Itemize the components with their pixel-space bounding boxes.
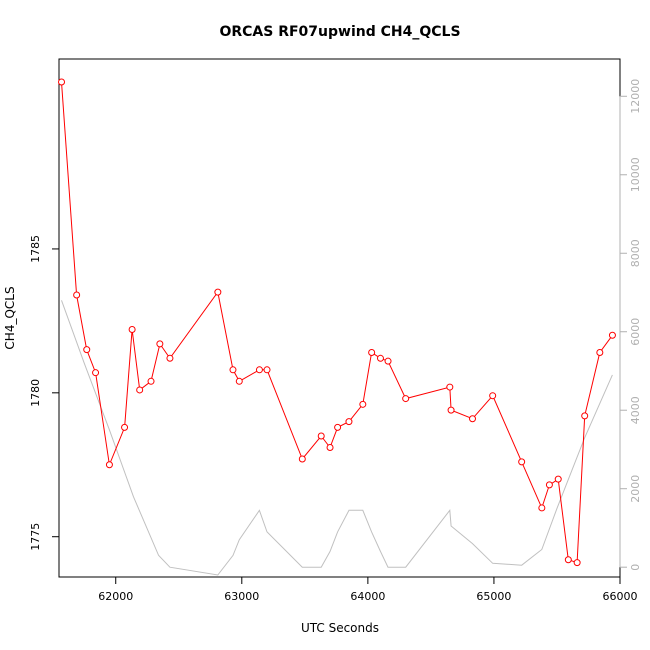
y2-tick-label: 4000 (629, 396, 642, 424)
data-point (317, 432, 325, 440)
data-point (345, 418, 353, 426)
y2-tick-label: 6000 (629, 318, 642, 346)
primary-series-line (61, 81, 613, 564)
x-tick-label: 64000 (350, 590, 385, 603)
data-point (518, 458, 526, 466)
series-layer (58, 78, 616, 576)
plot-frame (58, 58, 621, 578)
data-point (384, 357, 392, 365)
data-point (596, 349, 604, 357)
data-point (469, 415, 477, 423)
data-point (573, 559, 581, 567)
x-axis-label: UTC Seconds (301, 621, 379, 635)
y2-tick-label: 10000 (629, 157, 642, 192)
data-point (608, 331, 616, 339)
data-point (58, 78, 66, 86)
data-point (298, 455, 306, 463)
x-tick-label: 65000 (476, 590, 511, 603)
data-point (83, 346, 91, 354)
data-point (447, 406, 455, 414)
data-point (545, 481, 553, 489)
data-point (147, 377, 155, 385)
x-tick-label: 63000 (224, 590, 259, 603)
data-point (326, 444, 334, 451)
y-tick-label: 1785 (29, 235, 42, 263)
data-point (564, 556, 572, 564)
data-point (121, 423, 129, 431)
secondary-series-line (61, 300, 613, 576)
data-point (214, 288, 222, 296)
data-point (334, 423, 342, 431)
data-point (538, 504, 546, 512)
data-point (376, 354, 384, 362)
data-point (166, 354, 174, 362)
y2-tick-label: 0 (629, 564, 642, 571)
chart-title: ORCAS RF07upwind CH4_QCLS (219, 24, 460, 40)
data-point (359, 400, 367, 408)
y2-tick-label: 12000 (629, 79, 642, 114)
y2-tick-label: 2000 (629, 475, 642, 503)
y-tick-label: 1780 (29, 379, 42, 407)
data-point (229, 366, 237, 374)
data-point (136, 386, 144, 394)
data-point (105, 461, 113, 469)
data-point (92, 369, 100, 377)
y-tick-label: 1775 (29, 523, 42, 551)
data-point (446, 383, 454, 391)
data-point (235, 377, 243, 385)
data-point (581, 412, 589, 420)
left-y-axis: 1775 1780 1785 (29, 235, 60, 551)
data-point (489, 392, 497, 400)
data-point (554, 475, 562, 483)
x-axis: 62000 63000 64000 65000 66000 (98, 576, 638, 603)
x-tick-label: 62000 (98, 590, 133, 603)
y2-tick-label: 8000 (629, 239, 642, 267)
x-tick-label: 66000 (603, 590, 638, 603)
data-point (156, 340, 164, 348)
data-point (255, 366, 263, 374)
data-point (368, 349, 376, 357)
y-axis-label: CH4_QCLS (3, 286, 17, 349)
right-y-axis: 0 2000 4000 6000 8000 10000 12000 (619, 79, 642, 571)
data-point (402, 395, 410, 403)
data-point (128, 326, 136, 334)
data-point (73, 291, 81, 299)
data-point (263, 366, 271, 374)
